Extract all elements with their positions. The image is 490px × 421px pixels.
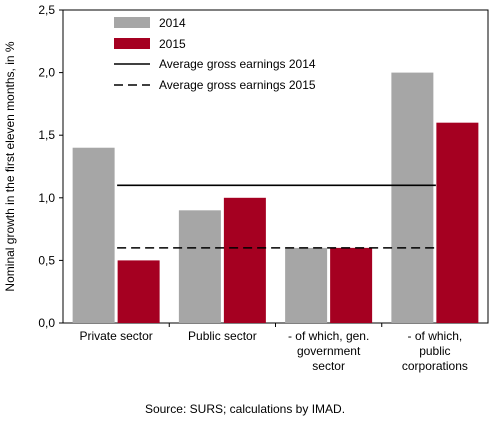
y-tick-label: 2,5 [38, 3, 55, 17]
legend: 2014 2015 Average gross earnings 2014 Avera… [114, 16, 316, 92]
x-ticks: Private sector Public sector - of which, g… [79, 323, 468, 373]
x-tick-label: Private sector [79, 329, 152, 343]
bar-2014-3 [391, 72, 434, 323]
y-axis-label-group: Nominal growth in the first eleven month… [3, 41, 17, 291]
x-tick-label: public [419, 344, 450, 358]
x-tick-label: - of which, gen. [288, 329, 369, 343]
bar-2015-1 [223, 197, 266, 323]
y-tick-label: 0,5 [38, 253, 55, 267]
source-note: Source: SURS; calculations by IMAD. [144, 402, 346, 416]
y-tick-label: 2,0 [38, 66, 55, 80]
bar-2014-1 [178, 210, 221, 323]
bar-2015-0 [117, 260, 160, 323]
x-tick-label: government [297, 344, 361, 358]
legend-label-2015: 2015 [159, 37, 186, 51]
x-tick-label: corporations [402, 359, 468, 373]
bar-2015-2 [330, 247, 373, 323]
y-tick-label: 1,0 [38, 191, 55, 205]
y-ticks: 0,0 0,5 1,0 1,5 2,0 2,5 [38, 3, 63, 330]
bars [72, 72, 479, 324]
x-tick-label: - of which, [408, 329, 463, 343]
legend-swatch-2015 [114, 38, 150, 49]
legend-label-2014: 2014 [159, 16, 186, 30]
legend-swatch-2014 [114, 17, 150, 28]
y-tick-label: 1,5 [38, 128, 55, 142]
x-tick-label: sector [312, 359, 345, 373]
y-tick-label: 0,0 [38, 316, 55, 330]
bar-2014-0 [72, 147, 115, 323]
legend-label-ref-0: Average gross earnings 2014 [159, 57, 316, 71]
y-axis-label: Nominal growth in the first eleven month… [3, 41, 17, 291]
bar-2015-3 [436, 122, 479, 324]
x-tick-label: Public sector [188, 329, 257, 343]
bar-2014-2 [285, 247, 328, 323]
reference-lines [117, 184, 436, 249]
legend-label-ref-1: Average gross earnings 2015 [159, 78, 316, 92]
